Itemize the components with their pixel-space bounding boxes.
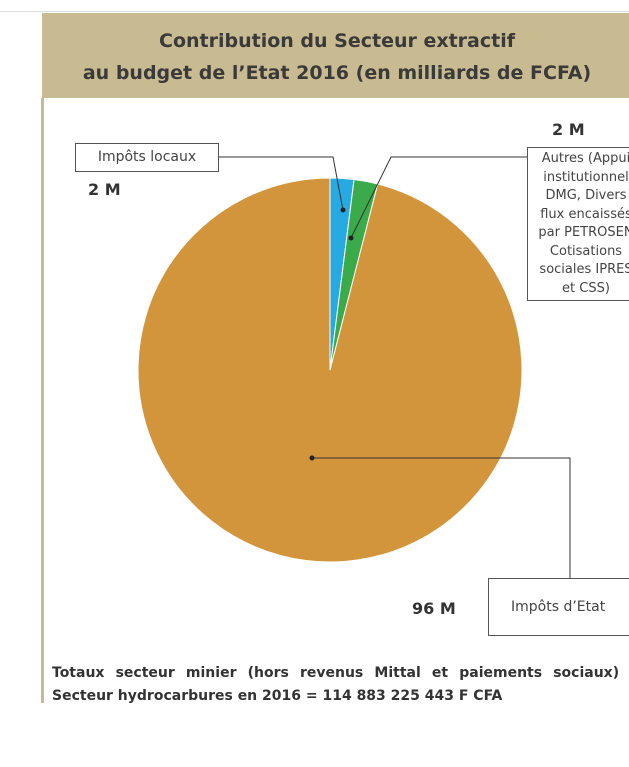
chart-title: au budget de l’Etat 2016 (en milliards d… xyxy=(82,62,592,84)
leader-dot xyxy=(309,455,315,461)
leader-line xyxy=(350,156,527,239)
chart-title: Contribution du Secteur extractif xyxy=(159,30,515,52)
leader-line xyxy=(312,457,571,578)
leader-dot xyxy=(340,207,346,213)
pie-slice xyxy=(137,177,523,563)
leader-line xyxy=(218,156,344,211)
title-banner xyxy=(42,13,629,98)
left-border xyxy=(41,98,44,703)
top-rule xyxy=(0,11,629,12)
slice-label: Impôts locaux xyxy=(75,143,219,172)
value-label: 2 M xyxy=(552,120,585,139)
slice-label: Autres (Appui institutionnel DMG, Divers… xyxy=(527,147,629,301)
leader-dot xyxy=(348,235,354,241)
value-label: 96 M xyxy=(412,599,456,618)
value-label: 2 M xyxy=(88,180,121,199)
slice-label: Impôts d’Etat xyxy=(488,578,629,636)
footnote: Totaux secteur minier (hors revenus Mitt… xyxy=(52,665,629,704)
